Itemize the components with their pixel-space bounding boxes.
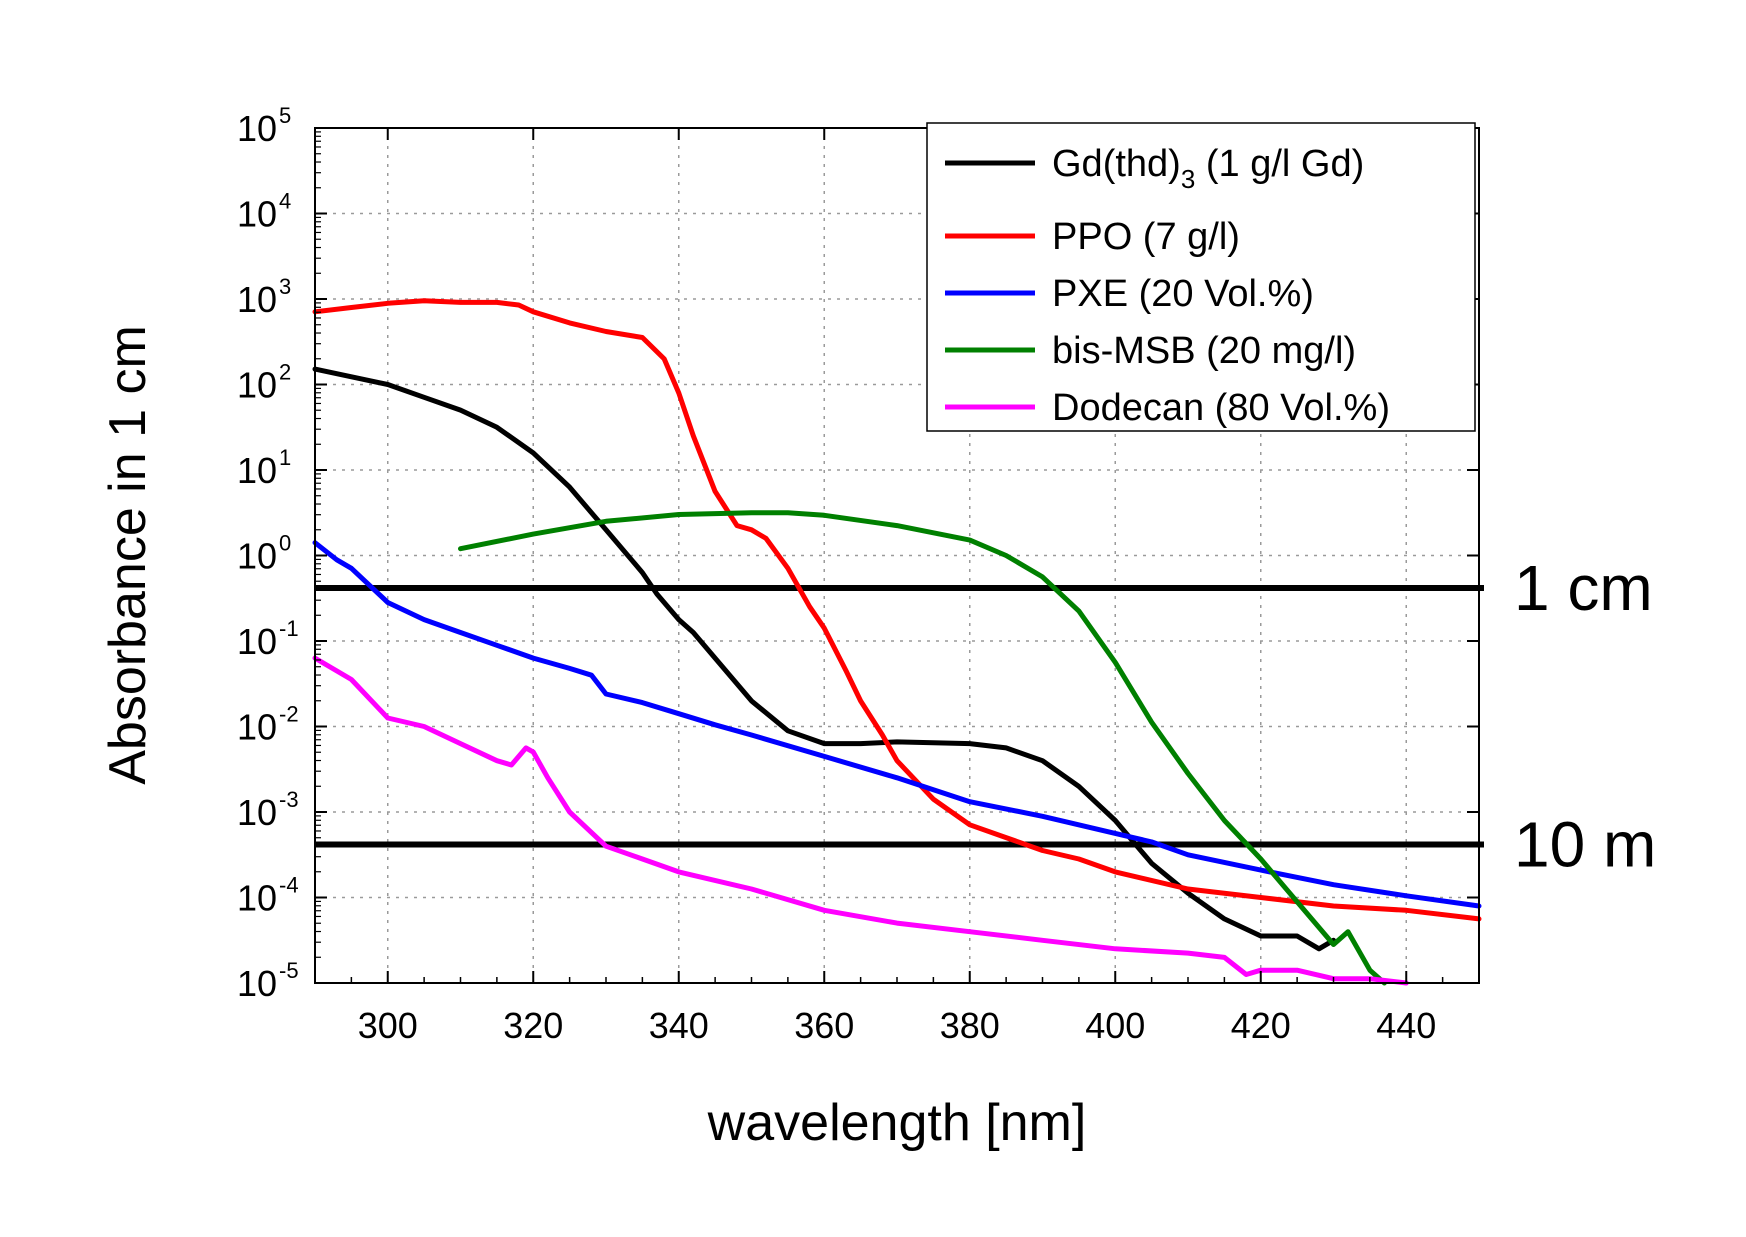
y-tick-label: 10 5: [237, 103, 291, 149]
legend-label: bis-MSB (20 mg/l): [1052, 330, 1356, 372]
x-tick-label: 420: [1231, 1005, 1291, 1046]
legend-label: Dodecan (80 Vol.%): [1052, 387, 1390, 429]
series-line: [458, 510, 1387, 986]
y-tick-base: 10: [237, 365, 277, 406]
y-tick-exponent: 4: [279, 189, 291, 214]
y-tick-label: 10 -4: [237, 873, 299, 919]
y-tick-base: 10: [237, 450, 277, 491]
reference-line-label: 1 cm: [1514, 552, 1653, 624]
y-tick-exponent: 5: [279, 103, 291, 128]
y-tick-base: 10: [237, 621, 277, 662]
y-axis-title: Absorbance in 1 cm: [99, 325, 157, 785]
legend-label: Gd(thd)3 (1 g/l Gd): [1052, 143, 1364, 194]
y-tick-exponent: 0: [279, 531, 291, 556]
series-layer: [312, 298, 1482, 986]
y-tick-base: 10: [237, 194, 277, 235]
series-line: [312, 655, 1409, 986]
x-axis-title: wavelength [nm]: [707, 1094, 1087, 1152]
y-tick-base: 10: [237, 878, 277, 919]
y-tick-label: 10 3: [237, 274, 291, 320]
legend-item: bis-MSB (20 mg/l): [945, 330, 1356, 372]
legend-label: PXE (20 Vol.%): [1052, 273, 1314, 315]
y-tick-base: 10: [237, 792, 277, 833]
grid: [315, 128, 1479, 983]
series-line: [312, 298, 1482, 922]
reference-lines: 1 cm 10 m: [315, 552, 1656, 880]
legend-label: PPO (7 g/l): [1052, 216, 1240, 258]
y-tick-exponent: 1: [279, 445, 291, 470]
y-tick-exponent: -3: [279, 787, 299, 812]
series-line: [312, 540, 1482, 909]
x-tick-label: 380: [940, 1005, 1000, 1046]
y-tick-label: 10 -3: [237, 787, 299, 833]
y-tick-label: 10 2: [237, 360, 291, 406]
y-tick-label: 10 -5: [237, 958, 299, 1004]
legend-box: [926, 122, 1476, 432]
legend: Gd(thd)3 (1 g/l Gd) PPO (7 g/l) PXE (20 Vo…: [926, 122, 1476, 432]
y-tick-label: 10 -1: [237, 616, 299, 662]
reference-line-label: 10 m: [1514, 808, 1656, 880]
y-tick-label: 10 4: [237, 189, 291, 235]
y-tick-base: 10: [237, 536, 277, 577]
y-tick-base: 10: [237, 108, 277, 149]
y-tick-exponent: -1: [279, 616, 299, 641]
y-tick-exponent: -2: [279, 702, 299, 727]
y-tick-label: 10 -2: [237, 702, 299, 748]
y-tick-label: 10 0: [237, 531, 291, 577]
y-tick-base: 10: [237, 279, 277, 320]
series-line: [312, 366, 1336, 952]
x-tick-label: 320: [503, 1005, 563, 1046]
y-tick-exponent: 2: [279, 360, 291, 385]
legend-item: PPO (7 g/l): [945, 216, 1240, 258]
y-tick-base: 10: [237, 707, 277, 748]
y-tick-exponent: -5: [279, 958, 299, 983]
y-tick-base: 10: [237, 963, 277, 1004]
y-tick-label: 10 1: [237, 445, 291, 491]
x-tick-label: 360: [794, 1005, 854, 1046]
legend-item: Gd(thd)3 (1 g/l Gd): [945, 143, 1364, 194]
legend-item: PXE (20 Vol.%): [945, 273, 1314, 315]
y-tick-exponent: -4: [279, 873, 299, 898]
x-tick-label: 340: [649, 1005, 709, 1046]
x-tick-label: 300: [358, 1005, 418, 1046]
axis-ticks: [314, 127, 1480, 984]
y-tick-exponent: 3: [279, 274, 291, 299]
x-tick-labels: 300 320 340 360 380 400 420 440: [358, 1005, 1437, 1046]
legend-item: Dodecan (80 Vol.%): [945, 387, 1390, 429]
x-tick-label: 400: [1085, 1005, 1145, 1046]
x-tick-label: 440: [1376, 1005, 1436, 1046]
